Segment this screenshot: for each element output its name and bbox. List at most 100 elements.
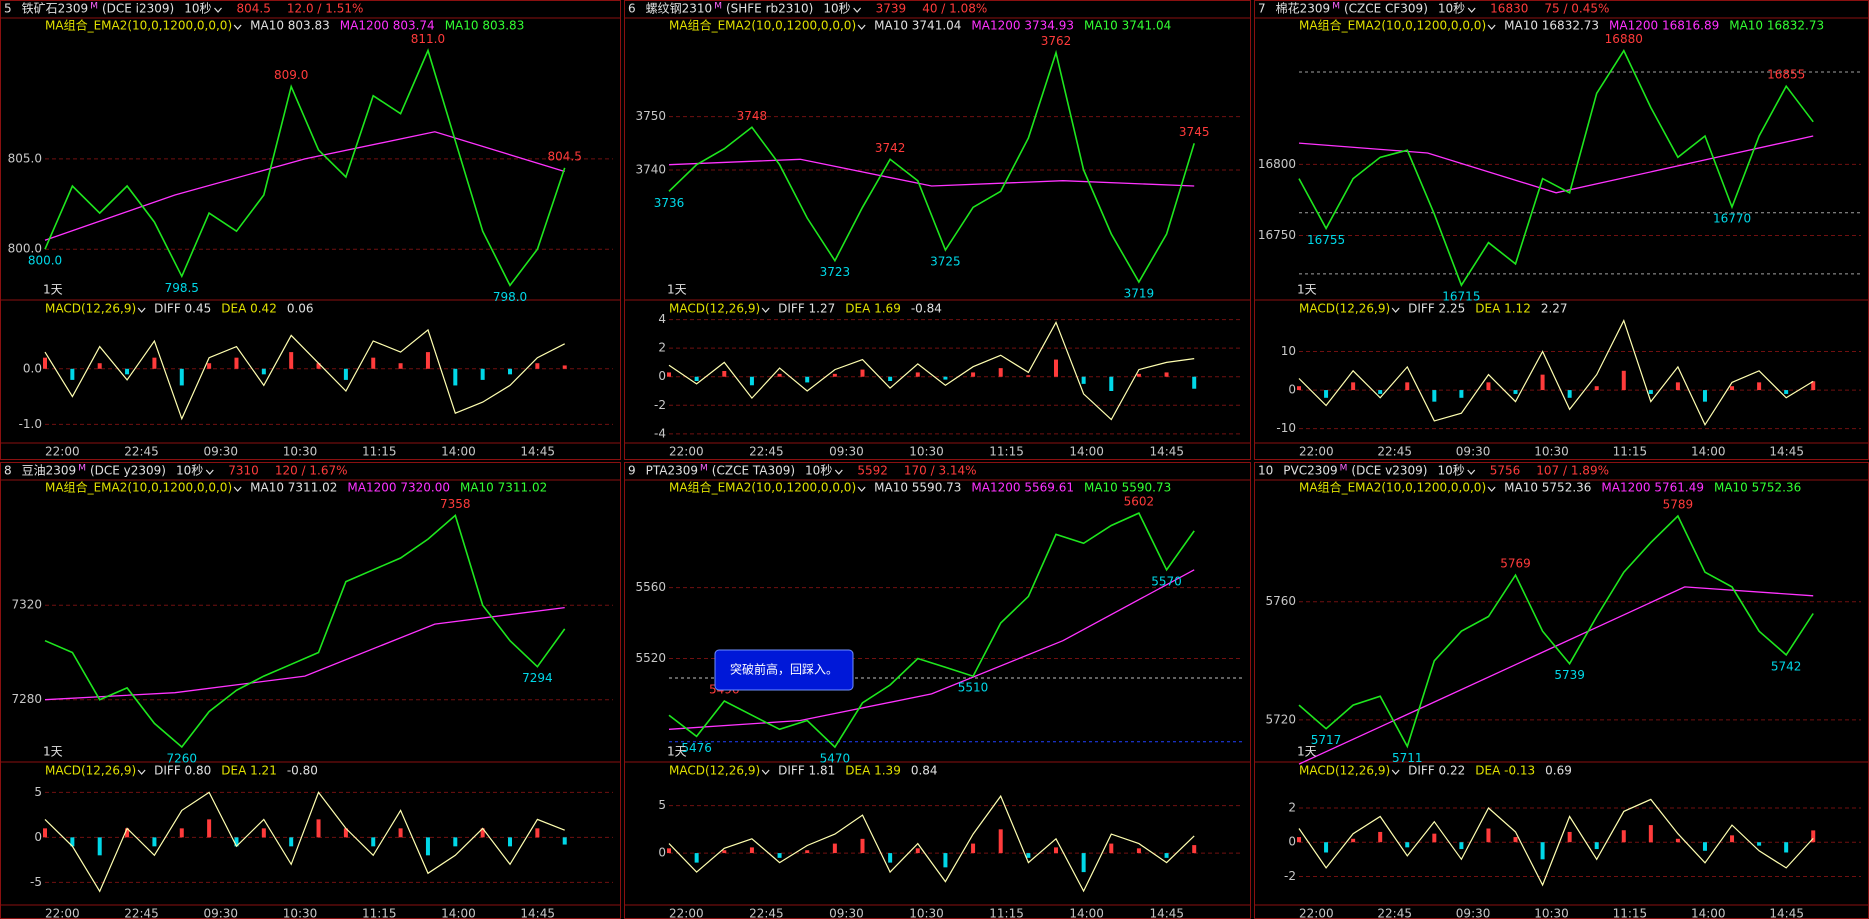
macd-bar	[667, 848, 671, 854]
macd-bar	[777, 853, 782, 858]
macd-bar	[152, 837, 157, 847]
signal-tooltip-text: 突破前高，回踩入。	[730, 662, 838, 677]
macd-bar	[915, 372, 920, 377]
x-tick-label: 22:00	[1299, 445, 1334, 459]
macd-bar	[1675, 838, 1680, 843]
price-line	[668, 49, 1195, 284]
macd-bar	[234, 357, 239, 369]
y-tick-label: 2	[1288, 800, 1296, 814]
macd-diff-text: DIFF 2.25	[1408, 302, 1465, 316]
low-label: 3723	[820, 265, 851, 279]
macd-bar	[1109, 843, 1114, 854]
indicator-label: MA组合_EMA2(10,0,1200,0,0,0)	[669, 480, 856, 495]
ma-line	[44, 131, 565, 241]
header-suffix: M	[78, 464, 86, 474]
macd-bar	[1351, 382, 1356, 391]
y-tick-label: 5560	[635, 580, 666, 594]
macd-bar	[1053, 359, 1058, 377]
y-tick-label: 4	[658, 312, 666, 326]
dropdown-chevron	[1487, 486, 1496, 492]
period-label: 1天	[43, 283, 63, 297]
macd-diff-text: DIFF 0.22	[1408, 764, 1465, 778]
x-tick-label: 09:30	[1456, 907, 1491, 919]
macd-bar	[971, 843, 976, 854]
macd-bar	[1567, 390, 1572, 398]
indicator-ma10: MA10 5590.73	[874, 481, 961, 495]
x-tick-label: 14:45	[520, 445, 555, 459]
indicator-ma1200: MA1200 5569.61	[971, 481, 1074, 495]
dropdown-chevron	[761, 769, 770, 775]
chart-panel: 6 螺纹钢2310 M (SHFE rb2310) 10秒 3739 40 / 1.08% M…	[624, 0, 1251, 460]
x-tick-label: 14:00	[1069, 445, 1104, 459]
high-label: 16855	[1767, 68, 1805, 82]
macd-bar	[343, 368, 348, 380]
low-label: 7260	[166, 752, 197, 766]
header-period: 10秒	[1438, 2, 1465, 16]
indicator-label: MA组合_EMA2(10,0,1200,0,0,0)	[1299, 18, 1486, 33]
macd-bar	[1730, 386, 1735, 391]
header-index: 7	[1258, 2, 1266, 16]
indicator-ma1200: MA1200 5761.49	[1601, 481, 1704, 495]
high-label: 7358	[440, 497, 471, 511]
x-tick-label: 11:15	[989, 445, 1024, 459]
macd-bar	[97, 837, 102, 856]
y-tick-label: 0	[1288, 383, 1296, 397]
x-tick-label: 14:00	[1069, 907, 1104, 919]
header-name: 螺纹钢2310	[646, 2, 713, 16]
x-tick-label: 14:45	[1149, 445, 1184, 459]
indicator-ma10: MA10 803.83	[250, 19, 330, 33]
header-period: 10秒	[805, 464, 832, 478]
indicator-ma10: MA10 5752.36	[1504, 481, 1591, 495]
macd-bar	[43, 357, 47, 369]
header-code: (CZCE TA309)	[712, 464, 795, 478]
header-index: 6	[628, 2, 636, 16]
macd-bar	[1297, 837, 1301, 843]
low-label: 7294	[522, 671, 553, 685]
macd-bar	[1757, 382, 1762, 391]
y-tick-label: 0	[658, 846, 666, 860]
dropdown-chevron	[233, 24, 242, 30]
header-change: 120 / 1.67%	[275, 464, 348, 478]
high-label: 3748	[737, 109, 768, 123]
macd-bar	[832, 373, 837, 377]
price-line	[44, 513, 566, 749]
macd-bar	[777, 373, 782, 377]
macd-bar	[749, 376, 754, 386]
macd-bar	[1405, 382, 1410, 391]
macd-bar	[1136, 848, 1141, 854]
price-line	[1298, 49, 1814, 287]
low-label: 800.0	[28, 254, 62, 268]
x-tick-label: 09:30	[203, 907, 238, 919]
dropdown-chevron	[214, 7, 222, 13]
x-tick-label: 11:15	[1613, 907, 1648, 919]
indicator-ma1200: MA1200 7320.00	[347, 481, 450, 495]
x-tick-label: 14:00	[441, 907, 476, 919]
macd-bar	[1378, 831, 1383, 843]
x-tick-label: 10:30	[1534, 445, 1569, 459]
header-suffix: M	[714, 2, 722, 12]
macd-bar	[1675, 382, 1680, 391]
y-tick-label: 7280	[11, 692, 42, 706]
low-label: 5711	[1392, 751, 1423, 765]
x-tick-label: 14:00	[441, 445, 476, 459]
y-tick-label: -4	[654, 426, 666, 440]
y-tick-label: 5	[34, 785, 42, 799]
header-period: 10秒	[176, 464, 203, 478]
chart-panel: 10 PVC2309 M (DCE v2309) 10秒 5756 107 / 1.89% M…	[1254, 462, 1869, 919]
macd-bar	[70, 837, 75, 847]
dropdown-chevron	[137, 307, 146, 313]
macd-bar	[234, 837, 239, 847]
low-label: 16770	[1713, 212, 1751, 226]
header-code: (CZCE CF309)	[1344, 2, 1428, 16]
macd-bar	[1594, 842, 1599, 850]
macd-bar	[860, 369, 865, 377]
macd-bar	[343, 828, 348, 838]
y-tick-label: -2	[654, 398, 666, 412]
macd-bar	[805, 850, 810, 854]
macd-bar	[480, 368, 485, 380]
macd-macd-text: 0.69	[1545, 764, 1572, 778]
x-tick-label: 14:45	[1769, 907, 1804, 919]
x-tick-label: 14:45	[520, 907, 555, 919]
indicator-ma10: MA10 7311.02	[250, 481, 337, 495]
high-label: 3742	[875, 141, 906, 155]
